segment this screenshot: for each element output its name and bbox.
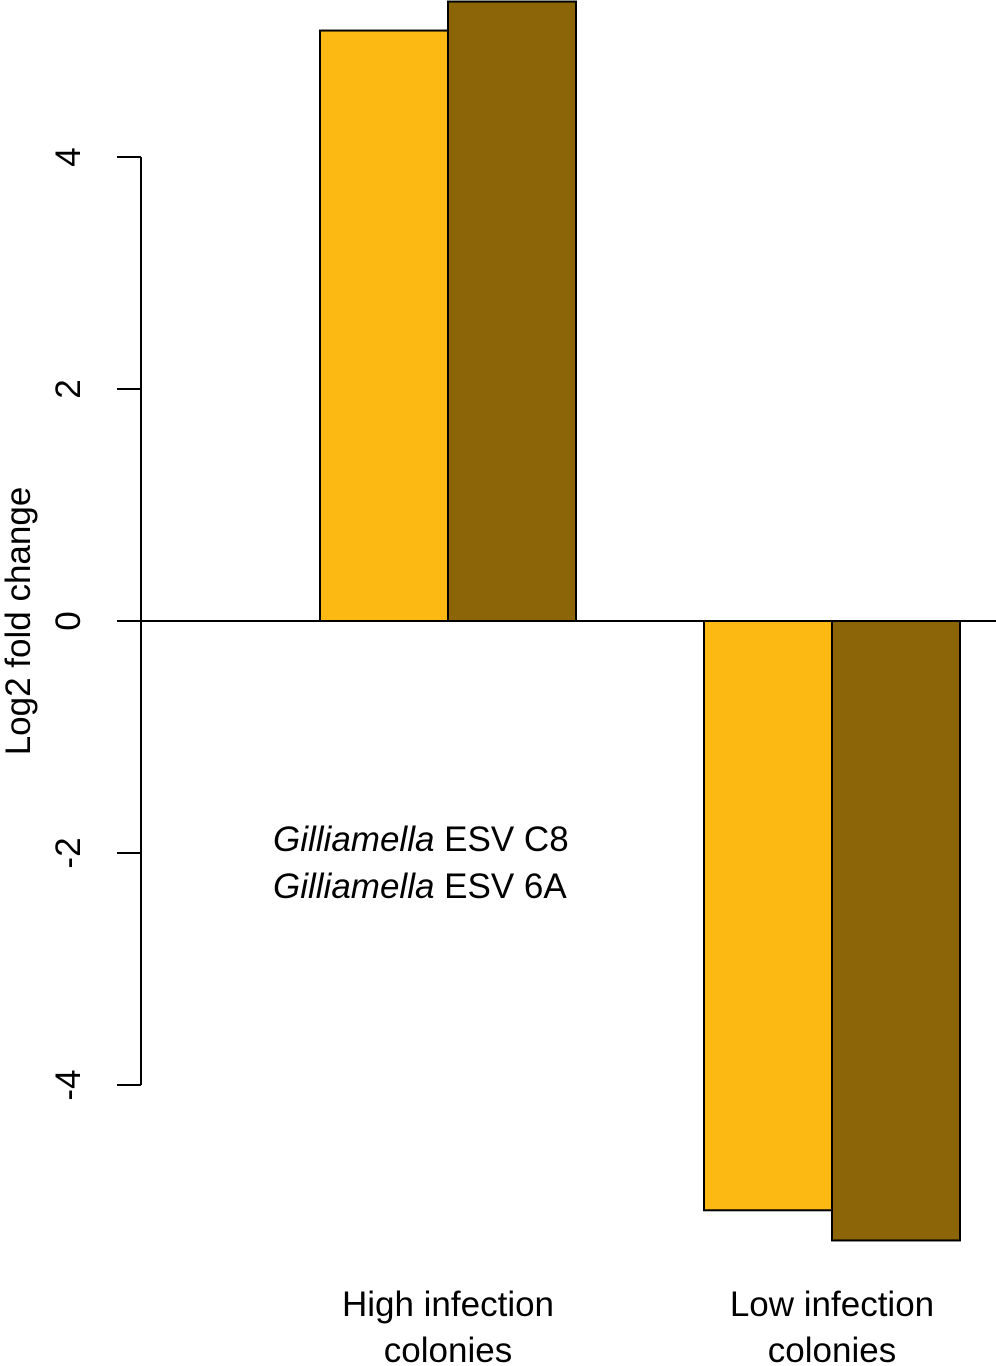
bar	[447, 0, 577, 623]
y-tick-label: 2	[49, 379, 88, 398]
bar	[831, 620, 961, 1242]
y-tick-label: -2	[49, 837, 88, 868]
y-tick-label: -4	[49, 1069, 88, 1100]
bar	[319, 29, 449, 623]
legend-entry: Gilliamella ESV C8	[273, 820, 569, 859]
x-tick-label: Low infection colonies	[730, 1285, 934, 1366]
y-tick-label: 0	[49, 611, 88, 630]
bar	[703, 620, 833, 1212]
y-tick-label: 4	[49, 147, 88, 166]
x-tick-label: High infection colonies	[342, 1285, 554, 1366]
y-axis-label: Log2 fold change	[0, 487, 38, 756]
legend-entry: Gilliamella ESV 6A	[273, 867, 567, 906]
